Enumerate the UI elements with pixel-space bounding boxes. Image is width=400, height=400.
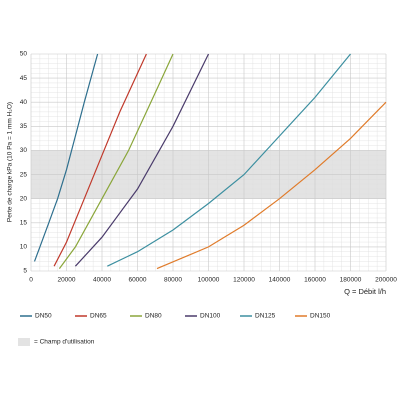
curve bbox=[58, 53, 174, 269]
legend-label: DN125 bbox=[255, 313, 276, 320]
curve bbox=[156, 101, 387, 270]
band-legend-swatch bbox=[18, 338, 30, 346]
curve bbox=[107, 53, 351, 267]
x-tick-label: 140000 bbox=[269, 277, 291, 284]
y-tick-label: 10 bbox=[20, 244, 28, 251]
y-tick-label: 35 bbox=[20, 123, 28, 130]
x-tick-label: 100000 bbox=[198, 277, 220, 284]
x-tick-label: 200000 bbox=[375, 277, 397, 284]
y-tick-label: 20 bbox=[20, 195, 28, 202]
legend-label: DN100 bbox=[200, 313, 221, 320]
y-tick-label: 45 bbox=[20, 75, 28, 82]
x-tick-label: 20000 bbox=[57, 277, 75, 284]
x-axis-label: Q = Débit l/h bbox=[344, 287, 386, 296]
x-tick-label: 180000 bbox=[340, 277, 362, 284]
x-tick-label: 80000 bbox=[164, 277, 182, 284]
legend-label: DN80 bbox=[145, 313, 162, 320]
y-axis-label: Perte de charge kPa (10 Pa = 1 mm H₂O) bbox=[7, 102, 14, 222]
curve bbox=[33, 53, 99, 262]
x-tick-label: 0 bbox=[29, 277, 33, 284]
x-tick-label: 40000 bbox=[93, 277, 111, 284]
band-legend-label: = Champ d'utilisation bbox=[34, 339, 95, 346]
legend-label: DN65 bbox=[90, 313, 107, 320]
curve bbox=[53, 53, 147, 267]
x-tick-label: 60000 bbox=[128, 277, 146, 284]
y-tick-label: 30 bbox=[20, 147, 28, 154]
x-tick-label: 160000 bbox=[304, 277, 326, 284]
y-tick-label: 15 bbox=[20, 219, 28, 226]
y-tick-label: 5 bbox=[23, 268, 27, 275]
legend-label: DN50 bbox=[35, 313, 52, 320]
y-tick-label: 50 bbox=[20, 51, 28, 58]
y-tick-label: 25 bbox=[20, 171, 28, 178]
x-tick-label: 120000 bbox=[233, 277, 255, 284]
legend-label: DN150 bbox=[310, 313, 331, 320]
y-tick-label: 40 bbox=[20, 99, 28, 106]
curve bbox=[74, 53, 210, 267]
